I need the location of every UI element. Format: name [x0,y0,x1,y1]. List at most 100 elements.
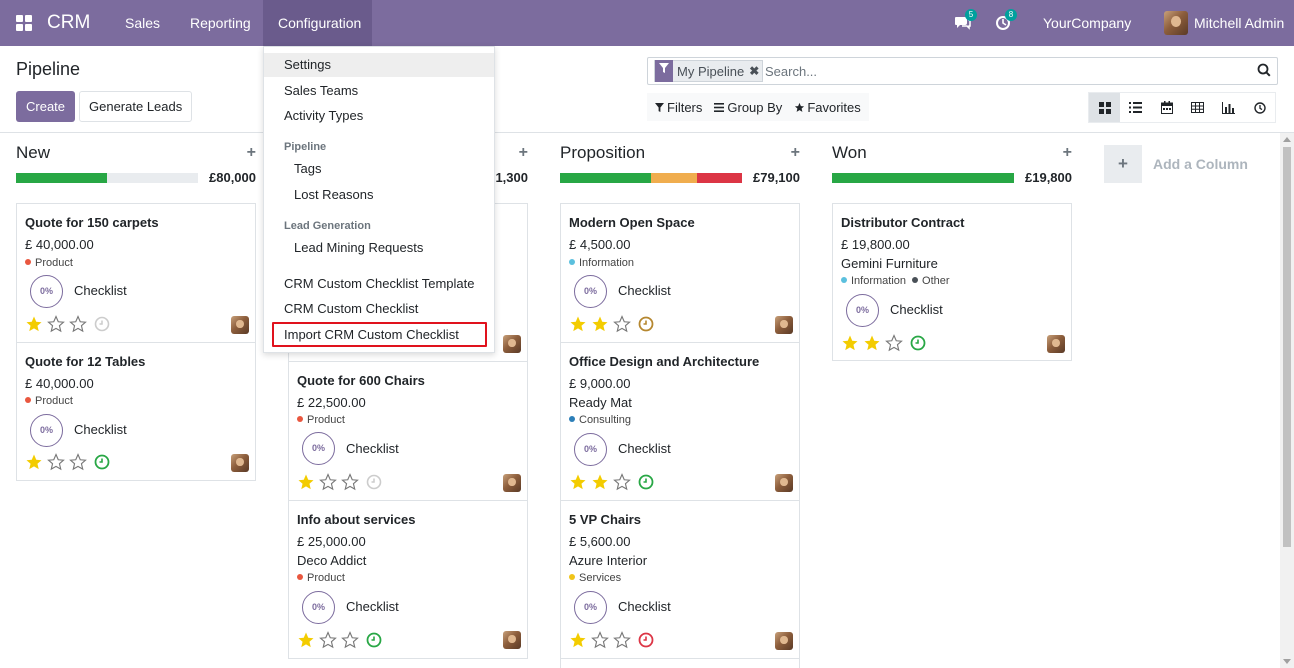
checklist-label[interactable]: Checklist [346,441,399,456]
menu-sales[interactable]: Sales [125,15,161,31]
app-name[interactable]: CRM [47,12,91,33]
star-empty-icon[interactable] [69,453,87,471]
list-view-icon[interactable] [1120,93,1151,122]
star-empty-icon[interactable] [591,631,609,649]
checklist-label[interactable]: Checklist [346,599,399,614]
menu-item-tags[interactable]: Tags [294,161,322,176]
menu-configuration[interactable]: Configuration [263,0,372,46]
scroll-up-icon[interactable] [1283,137,1291,142]
menu-item-checklist-template[interactable]: CRM Custom Checklist Template [284,276,475,291]
priority-stars[interactable] [297,473,359,491]
star-filled-icon[interactable] [297,631,315,649]
activity-clock-icon[interactable] [910,335,926,351]
star-filled-icon[interactable] [25,315,43,333]
checklist-label[interactable]: Checklist [890,302,943,317]
star-filled-icon[interactable] [25,453,43,471]
priority-stars[interactable] [569,315,631,333]
priority-stars[interactable] [25,453,87,471]
priority-stars[interactable] [569,631,631,649]
checklist-label[interactable]: Checklist [618,599,671,614]
graph-view-icon[interactable] [1213,93,1244,122]
activity-clock-icon[interactable] [638,632,654,648]
star-empty-icon[interactable] [613,631,631,649]
kanban-card[interactable]: 5 VP Chairs £ 5,600.00 Azure Interior Se… [560,500,800,659]
create-button[interactable]: Create [16,91,76,122]
kanban-card[interactable]: Quote for 12 Tables £ 40,000.00 Product … [16,342,256,481]
calendar-view-icon[interactable] [1151,93,1182,122]
priority-stars[interactable] [569,473,631,491]
apps-menu-icon[interactable] [16,15,32,31]
add-column-plus-icon[interactable]: + [1104,145,1142,183]
menu-item-import-checklist[interactable]: Import CRM Custom Checklist [284,327,459,342]
checklist-label[interactable]: Checklist [618,441,671,456]
star-empty-icon[interactable] [319,473,337,491]
search-bar[interactable]: My Pipeline ✖ Search... [647,57,1278,85]
messages-icon[interactable]: 5 [954,9,977,33]
star-filled-icon[interactable] [569,631,587,649]
search-input[interactable]: Search... [765,64,818,79]
star-filled-icon[interactable] [591,473,609,491]
remove-facet-icon[interactable]: ✖ [749,64,760,78]
favorites-dropdown[interactable]: Favorites [788,100,866,115]
menu-reporting[interactable]: Reporting [190,15,251,31]
star-empty-icon[interactable] [341,473,359,491]
kanban-card[interactable]: Quote for 150 carpets £ 40,000.00 Produc… [16,203,256,343]
star-filled-icon[interactable] [841,334,859,352]
star-empty-icon[interactable] [47,453,65,471]
column-progressbar[interactable] [560,173,742,183]
column-progressbar[interactable] [832,173,1014,183]
filters-dropdown[interactable]: Filters [649,100,708,115]
star-empty-icon[interactable] [613,473,631,491]
menu-item-sales-teams[interactable]: Sales Teams [284,83,359,98]
pivot-view-icon[interactable] [1182,93,1213,122]
activities-icon[interactable]: 8 [994,9,1017,33]
star-empty-icon[interactable] [341,631,359,649]
vertical-scrollbar[interactable] [1280,133,1294,668]
menu-item-settings[interactable]: Settings [264,53,494,77]
column-progressbar[interactable] [16,173,198,183]
menu-item-custom-checklist[interactable]: CRM Custom Checklist [284,301,419,316]
quick-create-icon[interactable]: + [246,144,256,161]
priority-stars[interactable] [25,315,87,333]
star-filled-icon[interactable] [569,315,587,333]
kanban-card[interactable]: Modern Open Space £ 4,500.00 Information… [560,203,800,343]
search-facet[interactable]: My Pipeline ✖ [654,60,764,82]
star-empty-icon[interactable] [319,631,337,649]
activity-clock-icon[interactable] [366,474,382,490]
checklist-label[interactable]: Checklist [618,283,671,298]
kanban-card[interactable]: Quote for 600 Chairs £ 22,500.00 Product… [288,361,528,501]
activity-clock-icon[interactable] [638,316,654,332]
kanban-card[interactable] [560,658,800,668]
activity-view-icon[interactable] [1244,93,1275,122]
kanban-card[interactable]: Info about services £ 25,000.00 Deco Add… [288,500,528,659]
activity-clock-icon[interactable] [94,454,110,470]
search-icon[interactable] [1257,63,1271,77]
menu-item-activity-types[interactable]: Activity Types [284,108,364,123]
star-filled-icon[interactable] [863,334,881,352]
kanban-card[interactable]: Office Design and Architecture £ 9,000.0… [560,342,800,501]
activity-clock-icon[interactable] [366,632,382,648]
star-filled-icon[interactable] [297,473,315,491]
quick-create-icon[interactable]: + [1062,144,1072,161]
star-filled-icon[interactable] [591,315,609,333]
quick-create-icon[interactable]: + [518,144,528,161]
groupby-dropdown[interactable]: Group By [708,100,788,115]
checklist-label[interactable]: Checklist [74,422,127,437]
menu-item-lost-reasons[interactable]: Lost Reasons [294,187,374,202]
scroll-thumb[interactable] [1283,147,1291,547]
star-empty-icon[interactable] [69,315,87,333]
activity-clock-icon[interactable] [94,316,110,332]
activity-clock-icon[interactable] [638,474,654,490]
menu-item-lead-mining-requests[interactable]: Lead Mining Requests [294,240,424,255]
add-column-label[interactable]: Add a Column [1153,156,1248,172]
checklist-label[interactable]: Checklist [74,283,127,298]
star-empty-icon[interactable] [613,315,631,333]
kanban-card[interactable]: Distributor Contract £ 19,800.00 Gemini … [832,203,1072,361]
priority-stars[interactable] [297,631,359,649]
star-empty-icon[interactable] [47,315,65,333]
quick-create-icon[interactable]: + [790,144,800,161]
generate-leads-button[interactable]: Generate Leads [79,91,193,122]
star-filled-icon[interactable] [569,473,587,491]
kanban-view-icon[interactable] [1089,93,1120,122]
add-column[interactable]: + Add a Column [1104,145,1274,183]
